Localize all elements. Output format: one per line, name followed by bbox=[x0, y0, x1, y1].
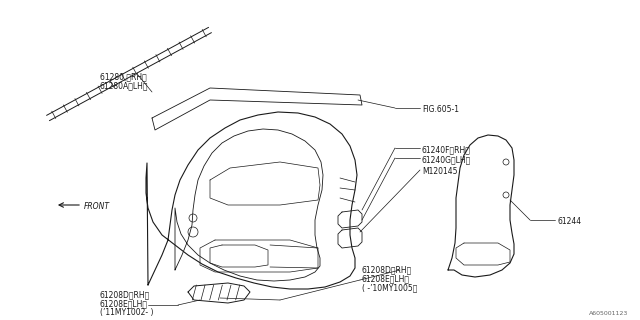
Text: 61280A〈LH〉: 61280A〈LH〉 bbox=[100, 81, 148, 90]
Text: 61244: 61244 bbox=[557, 217, 581, 226]
Text: 61208D〈RH〉: 61208D〈RH〉 bbox=[362, 265, 412, 274]
Text: 61208E〈LH〉: 61208E〈LH〉 bbox=[100, 299, 148, 308]
Text: M120145: M120145 bbox=[422, 167, 458, 176]
Text: 61240F〈RH〉: 61240F〈RH〉 bbox=[422, 145, 471, 154]
Text: (’11MY1002- ): (’11MY1002- ) bbox=[100, 308, 154, 317]
Text: 61208D〈RH〉: 61208D〈RH〉 bbox=[100, 290, 150, 299]
Text: 61208E〈LH〉: 61208E〈LH〉 bbox=[362, 274, 410, 283]
Text: 61280 〈RH〉: 61280 〈RH〉 bbox=[100, 72, 147, 81]
Text: FRONT: FRONT bbox=[84, 202, 110, 211]
Text: 61240G〈LH〉: 61240G〈LH〉 bbox=[422, 155, 471, 164]
Text: ( -’10MY1005〉: ( -’10MY1005〉 bbox=[362, 283, 417, 292]
Text: FIG.605-1: FIG.605-1 bbox=[422, 105, 459, 114]
Text: A605001123: A605001123 bbox=[589, 311, 628, 316]
